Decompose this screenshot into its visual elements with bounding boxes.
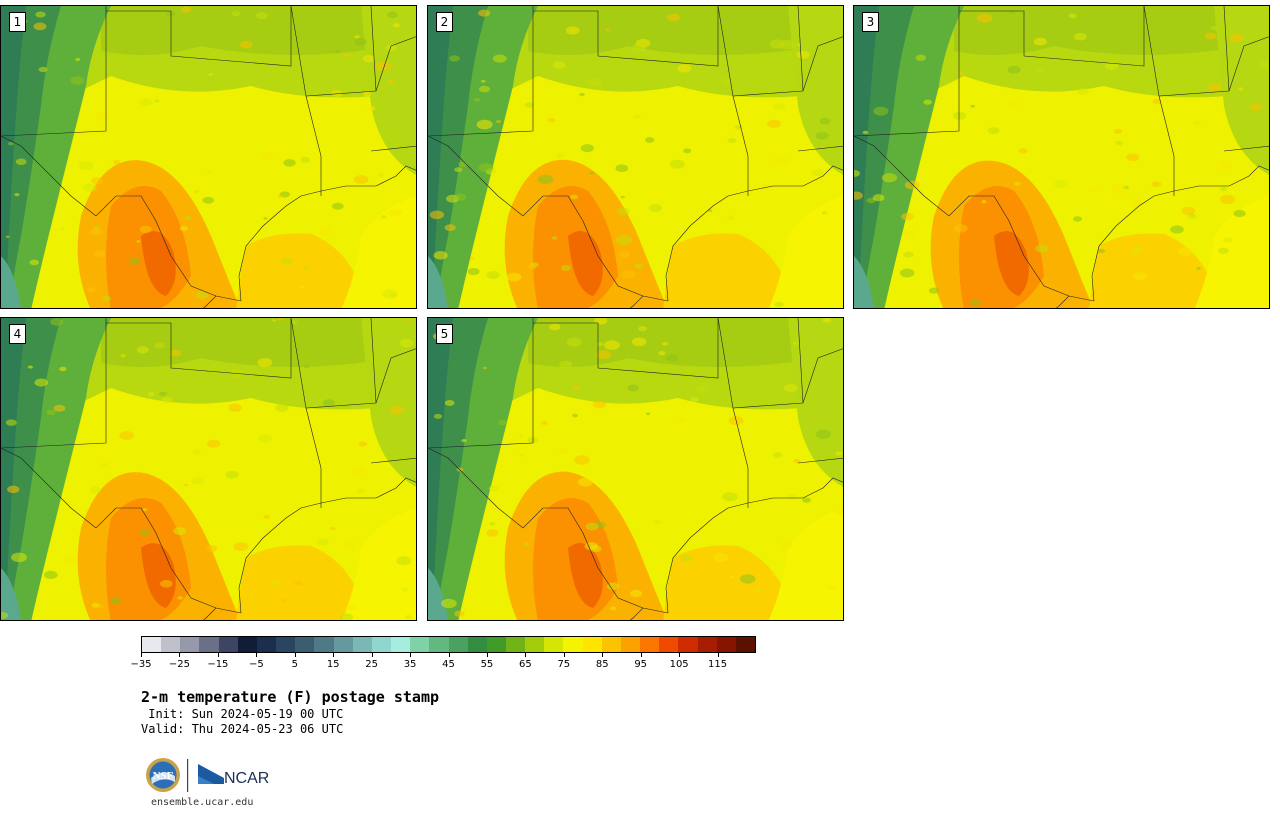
colorbar	[141, 636, 756, 653]
colorbar-tick-label: 15	[326, 659, 340, 670]
colorbar-tick	[294, 653, 296, 657]
member-label: 2	[436, 12, 453, 32]
colorbar-swatch	[525, 637, 545, 652]
nsf-logo-icon: NSF	[146, 758, 180, 792]
colorbar-tick	[179, 653, 181, 657]
colorbar-tick-label: 45	[442, 659, 455, 670]
colorbar-swatch	[256, 637, 277, 652]
colorbar-swatch	[563, 637, 583, 652]
colorbar-tick	[563, 653, 565, 657]
colorbar-tick-label: 35	[403, 659, 417, 670]
colorbar-tick-label: −35	[130, 659, 152, 670]
ncar-logo-icon: NCAR	[198, 764, 269, 787]
temperature-map	[1, 6, 416, 308]
colorbar-swatch	[295, 637, 315, 652]
temperature-map	[428, 318, 843, 620]
map-panel-4: 4	[0, 317, 417, 621]
colorbar-tick	[217, 653, 219, 657]
colorbar-swatch	[180, 637, 200, 652]
map-panel-5: 5	[427, 317, 844, 621]
colorbar-tick	[410, 653, 412, 657]
colorbar-tick-label: 25	[365, 659, 378, 670]
temperature-map	[428, 6, 843, 308]
colorbar-tick-label: −5	[248, 659, 264, 670]
colorbar-tick	[256, 653, 258, 657]
colorbar-swatch	[276, 637, 296, 652]
colorbar-tick	[525, 653, 527, 657]
colorbar-swatch	[601, 637, 621, 652]
member-label: 4	[9, 324, 26, 344]
colorbar-swatch	[505, 637, 526, 652]
colorbar-tick	[640, 653, 642, 657]
colorbar-tick-label: 75	[557, 659, 571, 670]
colorbar-tick	[602, 653, 604, 657]
colorbar-tick-label: 115	[708, 659, 728, 670]
colorbar-swatch	[352, 637, 372, 652]
member-label: 3	[862, 12, 879, 32]
temperature-map	[854, 6, 1269, 308]
colorbar-swatch	[659, 637, 679, 652]
colorbar-tick	[679, 653, 681, 657]
init-time: Init: Sun 2024-05-19 00 UTC	[141, 707, 344, 721]
colorbar-swatch	[218, 637, 238, 652]
colorbar-swatch	[467, 637, 487, 652]
colorbar-tick	[371, 653, 373, 657]
colorbar-tick-label: 85	[595, 659, 609, 670]
colorbar-tick-label: 55	[480, 659, 494, 670]
colorbar-tick-label: 105	[669, 659, 689, 670]
colorbar-swatch	[333, 637, 353, 652]
member-label: 5	[436, 324, 453, 344]
colorbar-ticks: −35 −25 −15 −5 5 15 25 35 45 55 65 75 85 95 105 115	[130, 653, 756, 673]
colorbar-swatch	[161, 637, 181, 652]
website-url: ensemble.ucar.edu	[151, 797, 254, 808]
temperature-map	[1, 318, 416, 620]
colorbar-swatch	[716, 637, 736, 652]
valid-time: Valid: Thu 2024-05-23 06 UTC	[141, 722, 344, 736]
map-panel-1: 1	[0, 5, 417, 309]
colorbar-tick-label: 95	[634, 659, 648, 670]
colorbar-swatch	[237, 637, 257, 652]
colorbar-swatch	[429, 637, 449, 652]
colorbar-swatch	[371, 637, 392, 652]
colorbar-tick	[717, 653, 719, 657]
colorbar-swatch	[448, 637, 468, 652]
map-panel-2: 2	[427, 5, 844, 309]
colorbar-tick-label: 65	[519, 659, 532, 670]
colorbar-swatch	[697, 637, 717, 652]
colorbar-swatch	[640, 637, 660, 652]
colorbar-tick	[448, 653, 450, 657]
colorbar-swatch	[410, 637, 430, 652]
colorbar-tick	[333, 653, 335, 657]
colorbar-tick-label: 5	[291, 659, 298, 670]
colorbar-swatch	[199, 637, 219, 652]
map-panel-3: 3	[853, 5, 1270, 309]
colorbar-swatch	[486, 637, 506, 652]
plot-title: 2-m temperature (F) postage stamp	[141, 688, 440, 706]
colorbar-swatch	[391, 637, 411, 652]
colorbar-swatch	[142, 637, 162, 652]
member-label: 1	[9, 12, 26, 32]
colorbar-tick	[486, 653, 488, 657]
logos: NSF NCAR	[144, 756, 284, 794]
colorbar-tick-label: −15	[207, 659, 229, 670]
nsf-logo-text: NSF	[153, 770, 174, 782]
colorbar-tick-label: −25	[168, 659, 190, 670]
colorbar-swatch	[582, 637, 602, 652]
colorbar-swatch	[620, 637, 641, 652]
colorbar-tick	[141, 653, 142, 657]
colorbar-swatch	[735, 637, 755, 652]
colorbar-swatch	[544, 637, 564, 652]
colorbar-swatch	[314, 637, 334, 652]
ncar-logo-text: NCAR	[224, 770, 269, 787]
colorbar-swatch	[678, 637, 698, 652]
